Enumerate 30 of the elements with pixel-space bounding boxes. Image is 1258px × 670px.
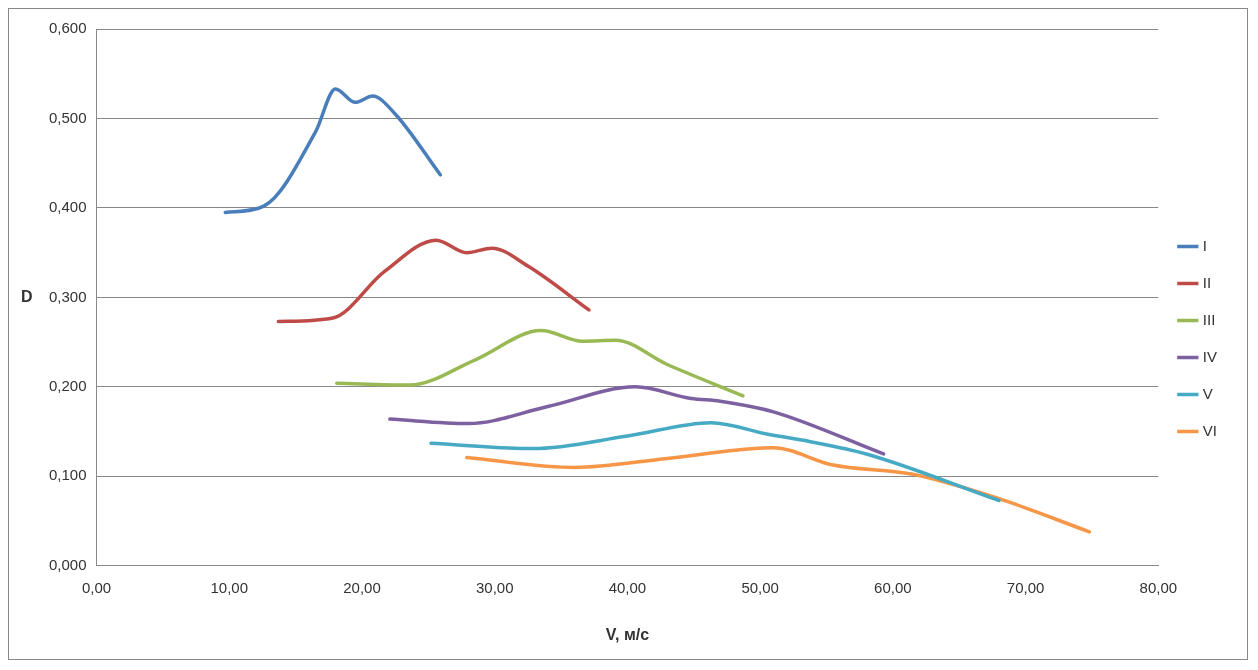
legend-label: VI: [1202, 421, 1218, 439]
line-series: [429, 420, 1001, 503]
x-tick-label: 50,00: [741, 578, 779, 596]
x-tick-label: 0,00: [81, 578, 112, 596]
y-tick-label: 0,600: [48, 19, 87, 37]
legend-label: III: [1202, 310, 1216, 328]
y-tick-label: 0,300: [48, 287, 87, 305]
y-tick-label: 0,000: [48, 555, 87, 573]
y-axis-title: D: [21, 287, 33, 305]
legend-label: II: [1202, 273, 1212, 291]
line-series: [223, 87, 443, 215]
x-tick-label: 80,00: [1139, 578, 1178, 596]
line-series: [335, 328, 745, 398]
line-series: [388, 385, 886, 456]
x-tick-label: 70,00: [1006, 578, 1045, 596]
legend-label: IV: [1202, 347, 1218, 365]
y-tick-label: 0,500: [48, 108, 87, 126]
legend-label: V: [1202, 384, 1213, 402]
y-tick-label: 0,400: [48, 198, 87, 216]
y-tick-label: 0,200: [48, 377, 87, 395]
x-tick-label: 10,00: [210, 578, 249, 596]
line-series: [276, 238, 591, 324]
x-tick-label: 60,00: [874, 578, 912, 596]
y-tick-label: 0,100: [48, 466, 87, 484]
x-tick-label: 30,00: [475, 578, 514, 596]
x-tick-label: 40,00: [608, 578, 647, 596]
x-axis-title: V, м/с: [605, 625, 650, 643]
legend-label: I: [1202, 236, 1207, 254]
x-tick-label: 20,00: [343, 578, 381, 596]
line-series: [465, 445, 1092, 534]
